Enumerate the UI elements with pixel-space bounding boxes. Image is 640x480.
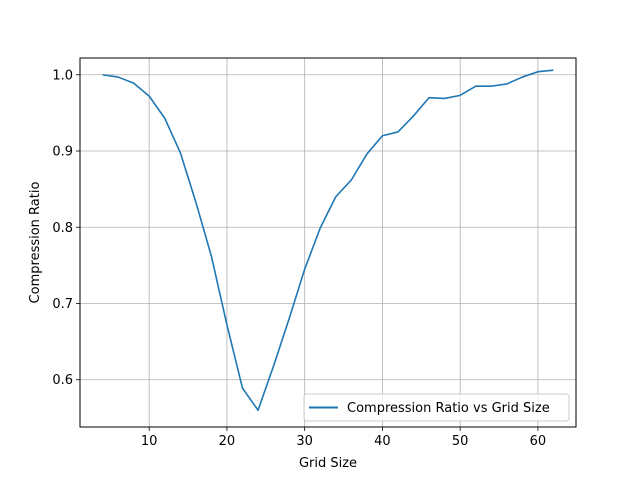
y-tick-label: 0.7 (52, 297, 73, 312)
y-tick-label: 1.0 (52, 68, 73, 83)
x-tick-label: 60 (530, 434, 547, 449)
legend: Compression Ratio vs Grid Size (303, 393, 570, 422)
grid-lines (80, 58, 576, 427)
y-tick-label: 0.9 (52, 145, 73, 160)
tick-marks (76, 74, 539, 431)
series-layer (102, 69, 554, 412)
x-axis-label: Grid Size (299, 456, 357, 471)
plot-frame (79, 57, 577, 428)
y-axis-label: Compression Ratio (28, 182, 43, 304)
x-tick-label: 30 (296, 434, 313, 449)
x-tick-label: 20 (219, 434, 236, 449)
x-tick-label: 50 (452, 434, 469, 449)
series-line (102, 69, 554, 412)
x-tick-label: 40 (374, 434, 391, 449)
y-tick-label: 0.8 (52, 221, 73, 236)
y-tick-label: 0.6 (52, 373, 73, 388)
legend-entry: Compression Ratio vs Grid Size (347, 401, 550, 416)
x-tick-label: 10 (141, 434, 158, 449)
legend-box (303, 393, 570, 422)
